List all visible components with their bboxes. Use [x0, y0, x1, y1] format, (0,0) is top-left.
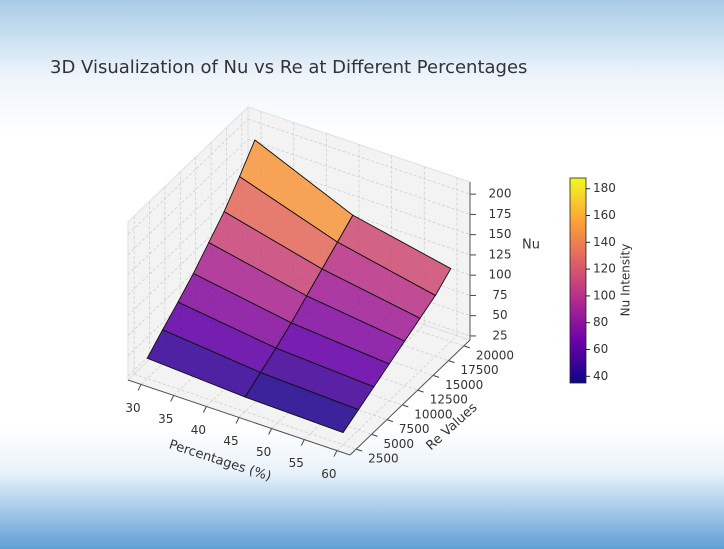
x-tick: [137, 384, 142, 391]
y-tick: [371, 433, 378, 437]
colorbar-tick-label: 140: [593, 235, 616, 249]
grid-line: [127, 220, 249, 336]
y-tick: [432, 374, 440, 378]
grid-line: [127, 118, 249, 235]
colorbar-tick-label: 60: [593, 342, 608, 356]
y-tick: [463, 345, 471, 349]
z-tick-label: 75: [492, 288, 507, 302]
y-tick-label: 20000: [476, 348, 514, 362]
z-tick-label: 150: [489, 227, 512, 241]
grid-line: [127, 159, 249, 275]
y-tick-label: 15000: [445, 378, 483, 392]
y-tick: [386, 419, 394, 423]
x-tick-label: 55: [289, 456, 304, 470]
y-tick-label: 7500: [399, 422, 430, 436]
grid-line: [127, 199, 249, 316]
z-tick-label: 125: [489, 247, 512, 261]
z-tick-label: 50: [492, 308, 507, 322]
z-tick-label: 25: [492, 328, 507, 342]
y-tick: [417, 389, 424, 393]
x-tick: [268, 428, 273, 435]
colorbar-tick-label: 80: [593, 315, 608, 329]
x-tick: [170, 395, 175, 402]
y-tick: [448, 360, 455, 364]
y-tick-label: 10000: [414, 407, 452, 421]
x-tick-label: 40: [191, 423, 206, 437]
x-axis: [127, 379, 351, 456]
x-tick-label: 45: [223, 434, 238, 448]
colorbar: [569, 177, 587, 384]
colorbar-tick-label: 160: [593, 208, 616, 222]
x-tick: [202, 406, 207, 413]
x-tick-label: 30: [125, 401, 140, 415]
x-tick: [333, 450, 338, 457]
grid-line: [247, 118, 471, 195]
grid-line: [247, 159, 471, 236]
surface: [146, 139, 452, 434]
z-axis-label: Nu: [522, 238, 540, 253]
grid-line: [336, 335, 458, 451]
z-tick-label: 175: [489, 207, 512, 221]
grid-line: [247, 179, 471, 256]
x-tick-label: 35: [158, 412, 173, 426]
grid-line: [127, 139, 249, 255]
y-tick: [355, 448, 363, 452]
y-tick-label: 2500: [368, 452, 399, 466]
x-tick: [235, 417, 240, 424]
y-tick-label: 12500: [430, 393, 468, 407]
axes: 30 35 40 45 50 55 60 25005000750010000125001500…: [125, 182, 540, 485]
grid-line: [134, 373, 357, 450]
x-tick-label: 50: [256, 445, 271, 459]
y-tick-label: 17500: [460, 363, 498, 377]
y-axis: [349, 339, 471, 456]
colorbar-tick-label: 180: [593, 181, 616, 195]
colorbar-tick-label: 120: [593, 262, 616, 276]
z-tick-label: 100: [489, 268, 512, 282]
chart-title: 3D Visualization of Nu vs Re at Differen…: [50, 57, 527, 78]
y-tick: [402, 404, 409, 408]
y-tick-label: 5000: [384, 437, 415, 451]
colorbar-tick-label: 100: [593, 288, 616, 302]
grid-line: [127, 179, 249, 296]
surface-patch: [244, 371, 360, 434]
z-tick-label: 200: [489, 187, 512, 201]
colorbar-tick-label: 40: [593, 369, 608, 383]
x-tick: [300, 439, 305, 446]
grid-line: [127, 240, 249, 356]
grid-line: [247, 139, 471, 215]
grid-line: [140, 269, 262, 385]
x-tick-label: 60: [321, 467, 336, 481]
colorbar-label: Nu Intensity: [619, 244, 633, 317]
